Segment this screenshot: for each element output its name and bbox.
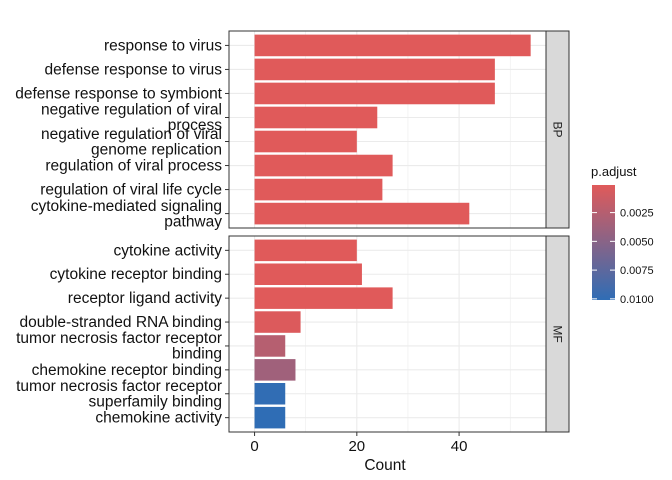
bar-bp-6 — [254, 154, 393, 177]
facet-panel-bp: response to virus defense response to vir… — [15, 30, 570, 231]
category-label: negative regulation of viral process — [41, 102, 222, 135]
category-label: double-stranded RNA binding — [20, 314, 223, 331]
category-label: negative regulation of viral genome repli… — [41, 126, 222, 159]
legend-tick-label: 0.0050 — [620, 236, 654, 248]
category-label: defense response to virus — [45, 61, 223, 78]
bar-bp-8 — [254, 202, 470, 225]
legend-title: p.adjust — [591, 164, 637, 179]
legend-tick-label: 0.0075 — [620, 265, 654, 277]
bar-bp-7 — [254, 178, 383, 201]
facet-strip-label: MF — [551, 325, 565, 342]
bar-mf-3 — [254, 287, 393, 309]
legend-tick-label: 0.0100 — [620, 294, 654, 306]
bar-mf-4 — [254, 311, 301, 333]
category-label: cytokine activity — [113, 242, 222, 259]
x-axis: 0 20 40 — [250, 432, 467, 455]
category-label: tumor necrosis factor receptor superfamil… — [16, 378, 222, 411]
category-label: regulation of viral life cycle — [40, 182, 222, 199]
bar-mf-1 — [254, 239, 357, 262]
legend-tick-label: 0.0025 — [620, 208, 654, 220]
category-label: response to virus — [104, 37, 222, 54]
category-label: chemokine receptor binding — [32, 362, 222, 379]
bar-bp-4 — [254, 106, 378, 129]
x-tick-label: 20 — [348, 438, 365, 455]
bar-bp-2 — [254, 58, 495, 81]
category-label: cytokine receptor binding — [50, 266, 222, 283]
bar-bp-1 — [254, 34, 531, 57]
legend-colorbar — [592, 185, 615, 300]
category-label: regulation of viral process — [45, 158, 222, 175]
bar-bp-5 — [254, 130, 357, 153]
category-label: tumor necrosis factor receptor binding — [16, 330, 222, 363]
facet-strip — [545, 30, 570, 229]
category-label: chemokine activity — [95, 410, 222, 427]
x-tick-label: 40 — [451, 438, 468, 455]
color-legend: p.adjust 0.0025 0.0050 0.0075 0.0100 — [591, 164, 654, 306]
facet-panel-mf: cytokine activity cytokine receptor bindi… — [16, 235, 570, 433]
facet-strip — [545, 235, 570, 433]
category-label: cytokine-mediated signaling pathway — [31, 198, 223, 231]
bar-mf-5 — [254, 335, 286, 357]
category-label: defense response to symbiont — [15, 85, 222, 102]
bar-mf-6 — [254, 359, 296, 381]
bar-mf-8 — [254, 406, 286, 429]
bar-mf-7 — [254, 383, 286, 405]
facet-strip-label: BP — [551, 121, 565, 137]
x-tick-label: 0 — [250, 438, 258, 455]
category-label: receptor ligand activity — [68, 290, 222, 307]
bar-mf-2 — [254, 263, 362, 285]
x-axis-title: Count — [364, 457, 406, 474]
bar-bp-3 — [254, 82, 495, 105]
